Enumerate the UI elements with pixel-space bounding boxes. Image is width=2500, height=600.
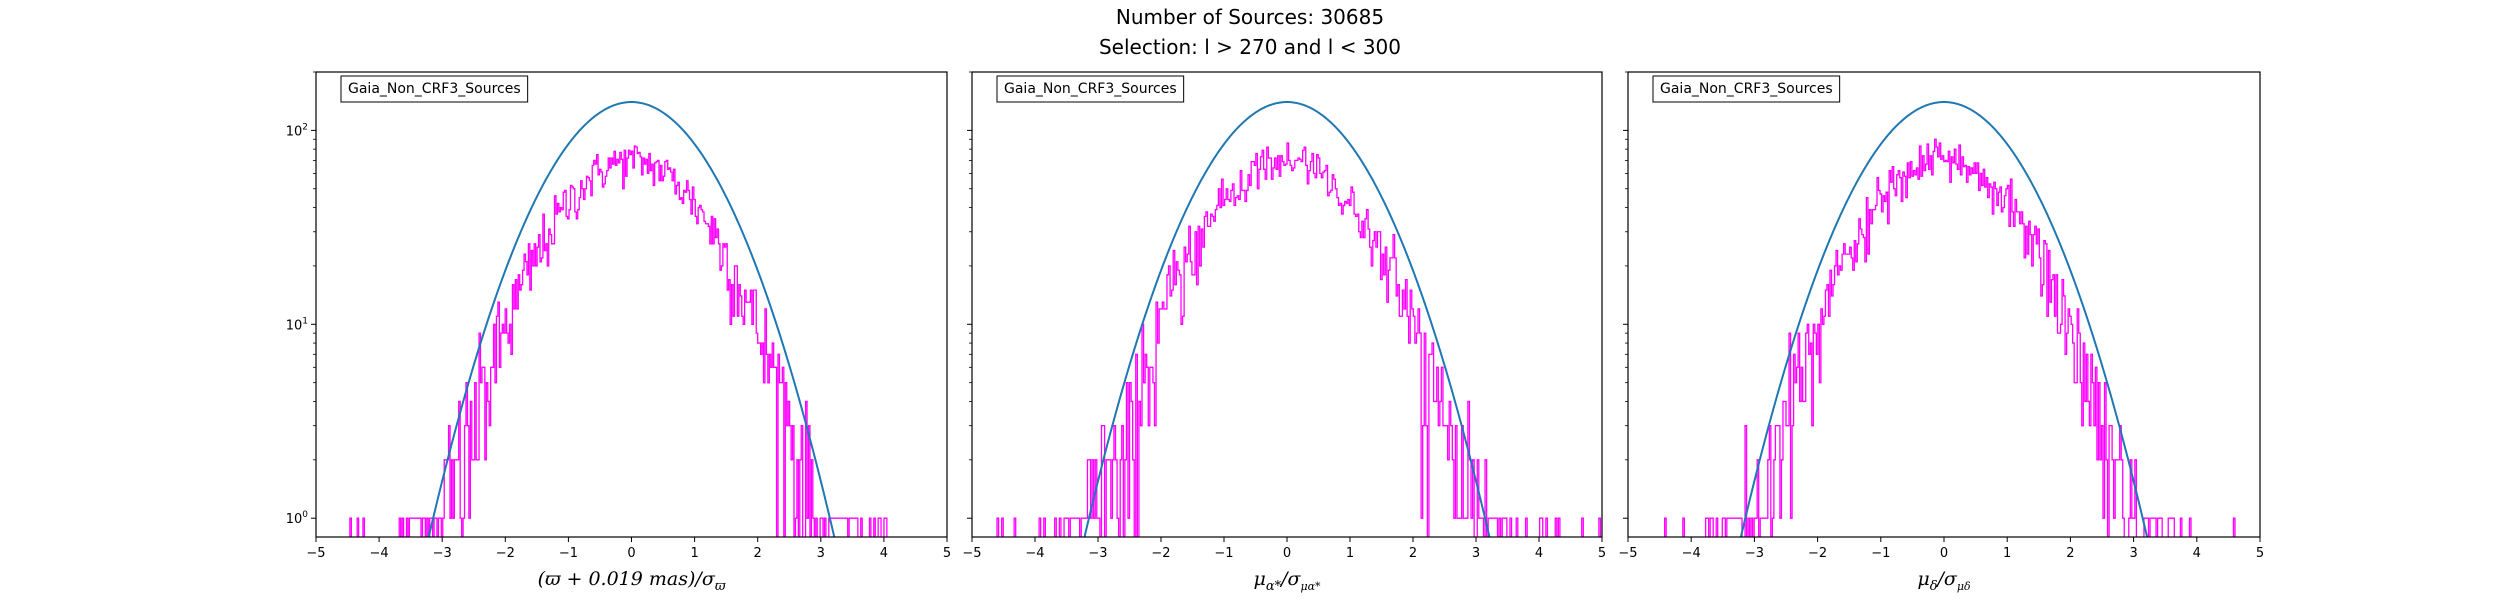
histogram-series (977, 142, 1602, 537)
gaussian-fit-line (1083, 101, 1491, 537)
x-tick-label: 2 (2066, 546, 2074, 561)
histogram-series (321, 145, 888, 537)
x-axis-label: μδ/σμδ (1917, 568, 1971, 594)
x-tick-label: −2 (1151, 546, 1170, 561)
axes-frame (315, 71, 948, 538)
x-tick-label: 4 (1535, 546, 1543, 561)
y-tick-label: 100 (286, 510, 309, 527)
subplot-grid: −5 −4 −3 −2 −1 0 1 2 3 4 5100101102Gaia_Non_CRF3_S… (286, 71, 2264, 594)
x-tick-label: 0 (627, 546, 635, 561)
legend-frame (1652, 75, 1841, 103)
plot-area (977, 101, 1602, 537)
x-tick-label: −1 (1214, 546, 1233, 561)
x-tick-label: 0 (1283, 546, 1291, 561)
x-tick-label: 2 (754, 546, 762, 561)
histogram-series (1633, 138, 2236, 537)
legend-label: Gaia_Non_CRF3_Sources (1004, 81, 1177, 97)
x-tick-label: −2 (1808, 546, 1827, 561)
x-tick-label: −4 (1682, 546, 1701, 561)
x-tick-label: −1 (1871, 546, 1890, 561)
x-tick-label: −3 (1088, 546, 1107, 561)
x-tick-label: 4 (880, 546, 888, 561)
plot-area (321, 101, 888, 537)
x-tick-label: 1 (690, 546, 698, 561)
x-tick-label: −4 (370, 546, 389, 561)
y-tick-label: 101 (286, 316, 308, 333)
x-tick-label: 4 (2193, 546, 2201, 561)
gaussian-fit-line (1739, 101, 2149, 537)
subplot-3: −5 −4 −3 −2 −1 0 1 2 3 4 5 Gaia_Non_CRF3_Sources μδ/… (1618, 71, 2264, 594)
x-tick-label: −5 (1618, 546, 1637, 561)
legend-frame (340, 75, 529, 103)
x-tick-label: −1 (559, 546, 578, 561)
figure-title-line2: Selection: l > 270 and l < 300 (1099, 35, 1401, 59)
x-tick-label: 2 (1409, 546, 1417, 561)
legend: Gaia_Non_CRF3_Sources (340, 75, 529, 103)
x-tick-label: 1 (1346, 546, 1354, 561)
x-tick-label: 3 (2129, 546, 2137, 561)
legend: Gaia_Non_CRF3_Sources (1652, 75, 1841, 103)
subplot-2: −5 −4 −3 −2 −1 0 1 2 3 4 5 Gaia_Non_CRF3_Sources μα*… (962, 71, 1606, 594)
plot-area (1633, 101, 2236, 537)
x-tick-label: −3 (433, 546, 452, 561)
x-axis-label: (ϖ + 0.019 mas)/σϖ (538, 568, 726, 594)
x-tick-label: −4 (1025, 546, 1044, 561)
axes-frame (971, 71, 1603, 538)
x-tick-label: 0 (1940, 546, 1948, 561)
x-tick-label: 5 (2256, 546, 2264, 561)
gaussian-fit-line (427, 101, 836, 537)
x-tick-label: −3 (1745, 546, 1764, 561)
x-tick-label: −2 (496, 546, 515, 561)
x-tick-label: 3 (1472, 546, 1480, 561)
x-tick-label: 5 (943, 546, 951, 561)
legend-frame (996, 75, 1185, 103)
x-tick-label: 1 (2003, 546, 2011, 561)
x-tick-label: 3 (817, 546, 825, 561)
legend: Gaia_Non_CRF3_Sources (996, 75, 1185, 103)
legend-label: Gaia_Non_CRF3_Sources (348, 81, 521, 97)
legend-label: Gaia_Non_CRF3_Sources (1660, 81, 1833, 97)
figure-title-line1: Number of Sources: 30685 (1116, 5, 1384, 29)
x-tick-label: −5 (962, 546, 981, 561)
axes-frame (1627, 71, 2261, 538)
x-tick-label: −5 (306, 546, 325, 561)
y-tick-label: 102 (286, 122, 308, 139)
x-tick-label: 5 (1598, 546, 1606, 561)
subplot-1: −5 −4 −3 −2 −1 0 1 2 3 4 5 100 101 102 Gaia_Non_CRF3_S… (286, 71, 951, 594)
x-axis-label: μα*/σμα* (1253, 568, 1321, 594)
